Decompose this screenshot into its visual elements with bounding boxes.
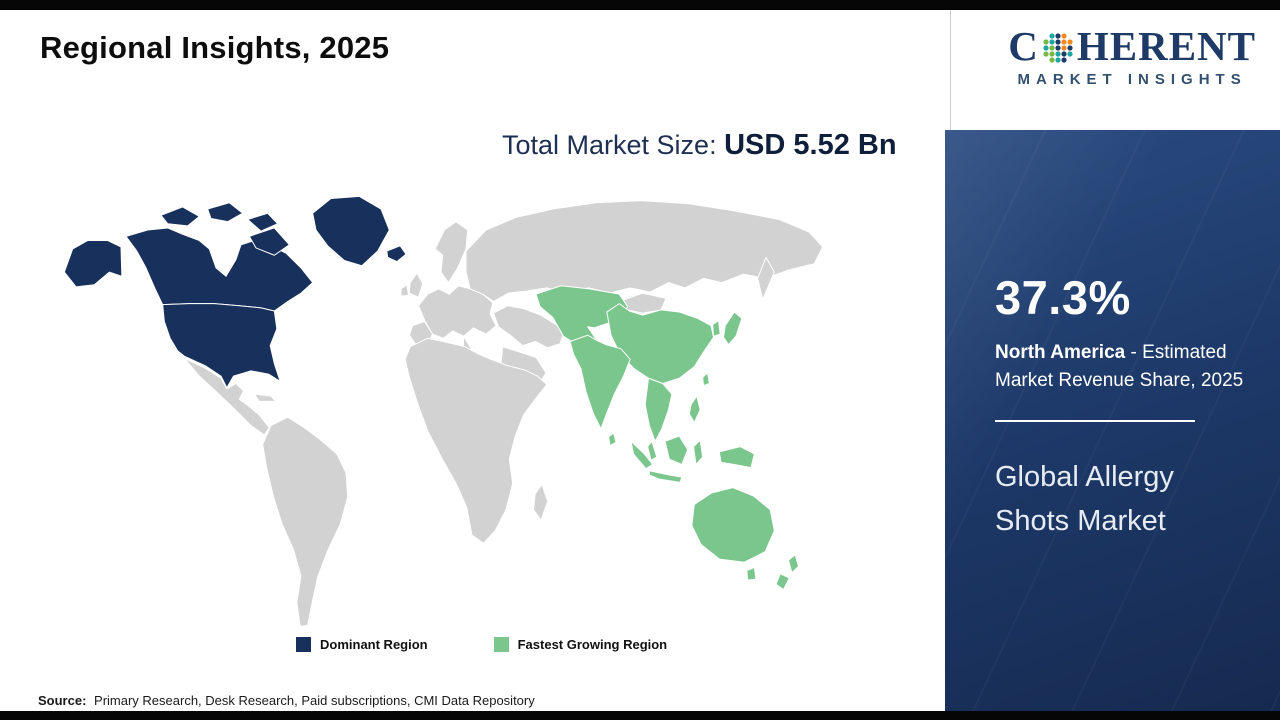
nz-south-island <box>776 574 789 590</box>
world-map <box>36 188 836 645</box>
island-new-guinea <box>719 447 754 468</box>
nz-north-island <box>789 555 799 573</box>
island-sulawesi <box>694 440 703 464</box>
region-name: North America <box>995 342 1126 363</box>
island-tasmania <box>747 567 756 580</box>
region-kamchatka <box>758 257 775 299</box>
country-mexico <box>184 358 269 435</box>
country-sri-lanka <box>609 433 617 446</box>
legend-item-fastest-growing: Fastest Growing Region <box>493 637 668 652</box>
map-legend: Dominant Region Fastest Growing Region <box>296 637 667 652</box>
region-scandinavia <box>435 222 468 283</box>
arctic-island-3 <box>248 213 278 231</box>
share-description-suffix: - Estimated Market Revenue Share, 2025 <box>995 342 1244 391</box>
continent-south-america <box>263 417 348 626</box>
country-korea <box>713 320 721 336</box>
logo-letter-c: C <box>1008 23 1039 69</box>
market-share-value: 37.3% <box>995 271 1131 324</box>
country-uk <box>409 273 422 297</box>
island-sumatra <box>631 441 653 468</box>
island-borneo <box>665 436 688 464</box>
logo-wordmark: C HERENT <box>1008 26 1256 67</box>
country-philippines <box>689 396 700 422</box>
region-middle-east <box>494 306 565 348</box>
island-taiwan <box>703 373 710 386</box>
divider-line <box>995 420 1195 423</box>
total-market-size: Total Market Size: USD 5.52 Bn <box>502 124 902 166</box>
fastest-growing-region-swatch <box>493 637 509 652</box>
globe-dots-icon <box>1043 32 1073 63</box>
region-malay-peninsula <box>648 441 657 460</box>
region-north-america <box>64 196 406 387</box>
legend-item-dominant: Dominant Region <box>296 637 428 652</box>
top-border-bar <box>0 0 1280 10</box>
region-rest-of-world <box>184 201 822 627</box>
country-china <box>607 304 714 384</box>
region-alaska <box>64 241 122 287</box>
bottom-border-bar <box>0 711 1280 720</box>
highlight-panel: 37.3% North America - Estimated Market R… <box>945 130 1280 711</box>
island-greenland <box>313 196 390 265</box>
arctic-island-2 <box>208 203 243 222</box>
fastest-growing-region-label: Fastest Growing Region <box>517 637 668 652</box>
continent-europe <box>419 286 497 339</box>
logo-tagline: MARKET INSIGHTS <box>1017 71 1247 88</box>
world-map-svg <box>36 188 836 640</box>
logo-letters-herent: HERENT <box>1076 23 1256 69</box>
island-java <box>649 471 682 483</box>
country-japan <box>724 312 742 345</box>
country-australia <box>692 488 775 563</box>
source-text: Primary Research, Desk Research, Paid su… <box>94 693 535 708</box>
arctic-island-1 <box>161 207 199 226</box>
region-asia-pacific <box>536 286 799 590</box>
country-cuba <box>254 394 276 401</box>
island-iceland <box>387 246 406 262</box>
island-baffin <box>249 228 289 255</box>
continent-africa <box>405 338 547 543</box>
coherent-logo: C HERENT MARKET INSIGHTS <box>1008 26 1256 89</box>
dominant-region-label: Dominant Region <box>320 637 428 652</box>
logo-divider <box>950 10 951 130</box>
country-madagascar <box>534 484 548 520</box>
dominant-region-swatch <box>296 637 311 652</box>
source-line: Source: Primary Research, Desk Research,… <box>38 693 535 708</box>
region-southeast-asia <box>645 378 672 441</box>
region-central-asia <box>536 286 628 349</box>
market-name: Global Allergy Shots Market <box>995 461 1174 537</box>
country-usa <box>163 304 281 388</box>
country-russia <box>466 201 823 302</box>
country-ireland <box>401 285 409 297</box>
page-title: Regional Insights, 2025 <box>40 30 390 65</box>
total-market-size-value: USD 5.52 Bn <box>724 129 897 161</box>
source-label: Source: <box>38 693 87 708</box>
market-share-description: North America - Estimated Market Revenue… <box>995 339 1257 394</box>
total-market-size-label: Total Market Size: <box>502 130 717 160</box>
country-india <box>570 335 630 429</box>
